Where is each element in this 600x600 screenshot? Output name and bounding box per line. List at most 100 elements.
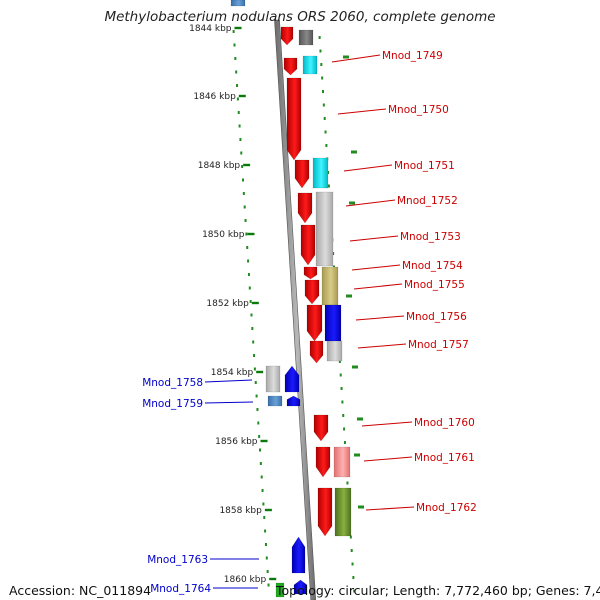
feature-box bbox=[265, 365, 281, 393]
tick-mark bbox=[251, 301, 259, 305]
right-guide-dot bbox=[338, 360, 341, 363]
left-guide-dot bbox=[254, 381, 257, 384]
tick-mark bbox=[264, 508, 272, 512]
tick-label: 1844 kbp bbox=[189, 24, 232, 34]
right-dash-mark bbox=[358, 505, 364, 509]
feature-box bbox=[267, 395, 283, 407]
right-guide-dot bbox=[321, 76, 324, 80]
left-guide-dot bbox=[235, 70, 238, 74]
gene-label: Mnod_1752 bbox=[397, 195, 458, 207]
tick-label: 1852 kbp bbox=[206, 299, 249, 309]
forward-gene-arrow bbox=[313, 414, 329, 442]
gene-label: Mnod_1763 bbox=[147, 554, 208, 566]
gene-label: Mnod_1758 bbox=[142, 377, 203, 389]
left-guide-dot bbox=[248, 286, 251, 290]
feature-box bbox=[334, 487, 352, 537]
right-guide-dot bbox=[318, 36, 321, 39]
gene-leader-line bbox=[343, 164, 393, 172]
right-guide-dot bbox=[341, 400, 344, 404]
left-guide-dot bbox=[234, 57, 237, 60]
genome-footer: Accession: NC_011894 Topology: circular;… bbox=[0, 580, 600, 600]
gene-leader-line bbox=[351, 264, 401, 271]
forward-gene-arrow bbox=[294, 159, 310, 189]
gene-leader-line bbox=[337, 108, 387, 115]
right-guide-dot bbox=[343, 441, 346, 444]
reverse-gene-arrow bbox=[293, 579, 308, 595]
accession-text: Accession: NC_011894 bbox=[9, 583, 152, 598]
reverse-gene-arrow bbox=[291, 536, 306, 574]
feature-box bbox=[333, 446, 351, 478]
left-guide-dot bbox=[258, 448, 261, 452]
gene-label: Mnod_1761 bbox=[414, 452, 475, 464]
feature-box bbox=[312, 157, 329, 189]
gene-leader-line bbox=[204, 401, 254, 404]
right-dash-mark bbox=[343, 55, 349, 59]
left-guide-dot bbox=[255, 394, 258, 398]
right-guide-dot bbox=[325, 144, 328, 147]
tick-label: 1858 kbp bbox=[219, 506, 262, 516]
right-guide-dot bbox=[353, 589, 356, 593]
tick-mark bbox=[256, 370, 264, 374]
left-guide-dot bbox=[261, 489, 264, 492]
gene-label: Mnod_1757 bbox=[408, 339, 469, 351]
reverse-gene-arrow bbox=[286, 395, 301, 407]
feature-box bbox=[298, 29, 314, 46]
forward-gene-arrow bbox=[297, 192, 313, 224]
left-guide-dot bbox=[266, 570, 269, 573]
tick-mark bbox=[238, 94, 246, 98]
tick-label: 1848 kbp bbox=[198, 161, 241, 171]
right-dash-mark bbox=[352, 365, 358, 369]
feature-box bbox=[321, 266, 339, 306]
feature-box bbox=[230, 0, 246, 7]
left-guide-dot bbox=[262, 502, 265, 506]
forward-gene-arrow bbox=[317, 487, 333, 537]
right-guide-dot bbox=[350, 549, 353, 552]
right-guide-dot bbox=[322, 90, 324, 93]
right-guide-dot bbox=[320, 63, 323, 66]
gene-label: Mnod_1764 bbox=[150, 583, 211, 595]
gene-leader-line bbox=[331, 54, 381, 63]
gene-label: Mnod_1755 bbox=[404, 279, 465, 291]
left-guide-dot bbox=[251, 327, 254, 330]
tick-label: 1860 kbp bbox=[224, 575, 267, 585]
left-guide-dot bbox=[241, 178, 244, 182]
right-dash-mark bbox=[349, 201, 355, 205]
right-guide-dot bbox=[342, 414, 345, 417]
gene-leader-line bbox=[361, 421, 413, 427]
left-guide-dot bbox=[252, 340, 255, 344]
left-guide-dot bbox=[237, 111, 240, 114]
left-guide-dot bbox=[247, 259, 250, 263]
tick-label: 1854 kbp bbox=[211, 368, 254, 378]
right-guide-dot bbox=[322, 103, 325, 107]
left-guide-dot bbox=[258, 435, 261, 438]
feature-box bbox=[326, 340, 343, 362]
right-guide-dot bbox=[352, 576, 355, 579]
gene-label: Mnod_1751 bbox=[394, 160, 455, 172]
gene-label: Mnod_1756 bbox=[406, 311, 467, 323]
right-guide-dot bbox=[343, 427, 346, 431]
feature-box bbox=[302, 55, 318, 75]
gene-label: Mnod_1749 bbox=[382, 50, 443, 62]
left-guide-dot bbox=[263, 516, 266, 519]
left-guide-dot bbox=[241, 165, 244, 168]
left-guide-dot bbox=[243, 205, 246, 209]
left-guide-dot bbox=[260, 475, 263, 479]
forward-gene-arrow bbox=[300, 224, 316, 266]
forward-gene-arrow bbox=[309, 340, 324, 364]
left-guide-dot bbox=[267, 583, 270, 587]
gene-label: Mnod_1759 bbox=[142, 398, 203, 410]
tick-mark bbox=[234, 26, 242, 30]
gene-label: Mnod_1760 bbox=[414, 417, 475, 429]
left-guide-dot bbox=[238, 124, 241, 128]
tick-mark bbox=[260, 439, 268, 443]
gene-leader-line bbox=[363, 456, 413, 462]
forward-gene-arrow bbox=[306, 304, 323, 342]
gene-label: Mnod_1754 bbox=[402, 260, 463, 272]
feature-box bbox=[324, 304, 342, 342]
gene-label: Mnod_1762 bbox=[416, 502, 477, 514]
left-guide-dot bbox=[240, 151, 243, 155]
tick-mark bbox=[269, 577, 277, 581]
tick-label: 1850 kbp bbox=[202, 230, 245, 240]
